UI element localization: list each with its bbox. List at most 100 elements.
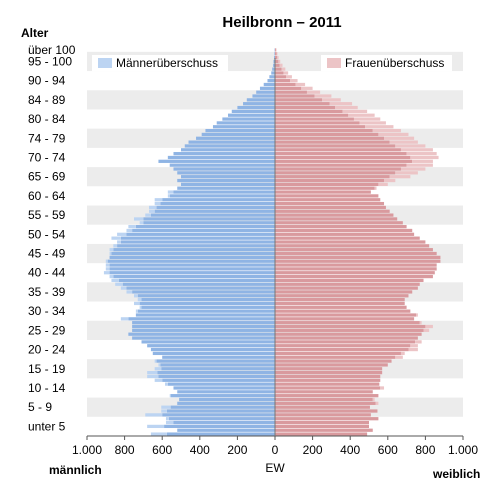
- male-bar: [167, 382, 275, 386]
- male-surplus-bar: [126, 290, 133, 294]
- female-bar: [275, 113, 349, 117]
- female-bar: [275, 401, 376, 405]
- male-surplus-bar: [128, 225, 136, 229]
- male-bar: [168, 417, 275, 421]
- female-surplus-bar: [290, 79, 298, 83]
- female-bar: [275, 71, 284, 75]
- female-surplus-bar: [277, 55, 279, 60]
- male-bar: [132, 336, 275, 340]
- male-surplus-bar: [154, 359, 157, 363]
- male-surplus-bar: [105, 267, 110, 271]
- male-surplus-bar: [120, 286, 127, 290]
- x-tick-label: 800: [415, 443, 435, 457]
- male-bar: [118, 278, 276, 283]
- male-bar: [231, 109, 275, 114]
- male-bar: [237, 105, 275, 110]
- male-bar: [256, 90, 275, 94]
- male-bar: [128, 332, 275, 336]
- x-tick-label: 600: [152, 443, 172, 457]
- male-surplus-bar: [105, 263, 110, 267]
- male-bar: [120, 236, 275, 240]
- male-bar: [173, 167, 275, 171]
- female-bar: [275, 417, 379, 421]
- female-bar: [275, 248, 433, 252]
- age-group-label: 40 - 44: [28, 266, 66, 280]
- male-surplus-bar: [145, 413, 163, 417]
- male-bar: [157, 370, 275, 375]
- female-surplus-bar: [278, 59, 281, 64]
- age-group-label: 95 - 100: [28, 54, 72, 68]
- male-bar: [173, 152, 275, 156]
- female-bar: [275, 355, 396, 359]
- age-group-label: 15 - 19: [28, 362, 66, 376]
- female-bar: [275, 244, 430, 248]
- male-bar: [139, 301, 275, 306]
- female-surplus-bar: [306, 90, 321, 94]
- female-surplus-bar: [374, 186, 377, 190]
- female-bar: [275, 251, 437, 256]
- male-bar: [246, 98, 275, 102]
- female-bar: [275, 232, 415, 236]
- male-bar: [201, 132, 275, 137]
- male-bar: [109, 271, 275, 275]
- age-group-label: 65 - 69: [28, 170, 66, 184]
- male-surplus-bar: [161, 405, 171, 409]
- male-bar: [166, 409, 275, 413]
- male-bar: [222, 117, 275, 121]
- male-bar: [156, 359, 275, 363]
- female-bar: [275, 390, 373, 394]
- female-bar: [275, 370, 383, 375]
- female-bar: [275, 136, 385, 140]
- male-bar: [267, 79, 275, 83]
- male-surplus-bar: [147, 424, 165, 429]
- female-surplus-bar: [372, 397, 375, 402]
- male-bar: [216, 121, 275, 125]
- male-surplus-bar: [109, 274, 114, 279]
- male-surplus-bar: [154, 378, 163, 382]
- male-bar: [273, 63, 275, 67]
- male-bar: [259, 86, 275, 90]
- male-bar: [154, 209, 275, 213]
- male-bar: [126, 232, 275, 236]
- female-surplus-bar: [406, 163, 433, 167]
- female-surplus-bar: [389, 140, 418, 144]
- male-bar: [158, 159, 275, 163]
- female-bar: [275, 194, 379, 198]
- female-surplus-bar: [416, 313, 418, 317]
- female-bar: [275, 152, 407, 156]
- female-surplus-bar: [400, 148, 433, 152]
- female-surplus-bar: [400, 167, 426, 171]
- x-tick-label: 400: [340, 443, 360, 457]
- female-surplus-bar: [378, 182, 388, 186]
- female-bar: [275, 363, 388, 367]
- female-bar: [275, 424, 369, 429]
- male-surplus-bar: [165, 382, 168, 386]
- male-surplus-bar: [126, 228, 133, 233]
- female-bar: [275, 378, 381, 382]
- age-group-label: 50 - 54: [28, 227, 66, 241]
- female-surplus-bar: [410, 344, 418, 348]
- female-bar: [275, 255, 441, 259]
- female-bar: [275, 340, 416, 344]
- female-bar: [275, 178, 385, 183]
- female-bar: [275, 105, 336, 110]
- female-surplus-bar: [419, 321, 422, 325]
- male-bar: [170, 405, 275, 409]
- female-bar: [275, 125, 366, 129]
- female-bar: [275, 259, 441, 263]
- male-bar: [273, 59, 275, 64]
- female-bar: [275, 428, 373, 432]
- female-bar: [275, 48, 276, 52]
- x-ticks-group: 1.000 800 600 400 200 0 200 400 600 800 1.000: [72, 436, 478, 457]
- male-surplus-bar: [134, 294, 138, 298]
- female-bar: [275, 274, 433, 279]
- male-bar: [117, 244, 275, 248]
- female-surplus-bar: [412, 159, 433, 163]
- female-bar: [275, 328, 424, 332]
- female-surplus-bar: [384, 136, 415, 140]
- male-bar: [252, 94, 275, 98]
- female-bar: [275, 63, 280, 67]
- female-bar: [275, 305, 407, 309]
- male-surplus-bar: [167, 194, 170, 198]
- male-bar: [132, 228, 275, 233]
